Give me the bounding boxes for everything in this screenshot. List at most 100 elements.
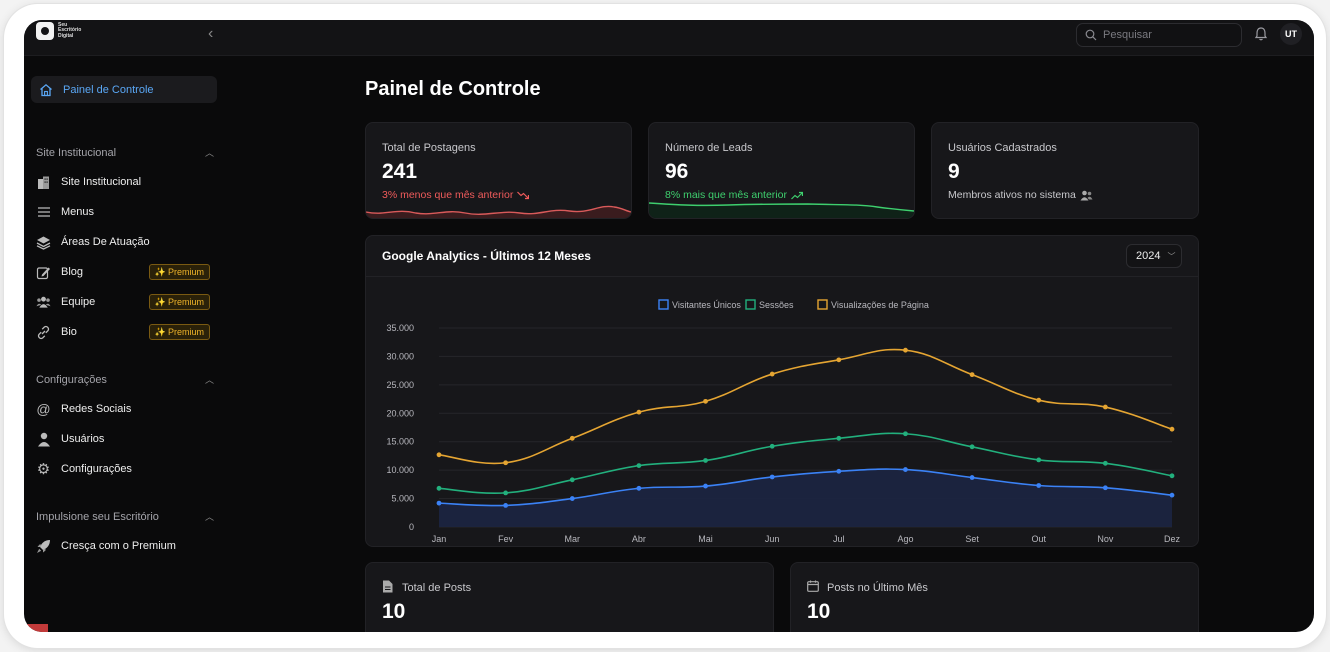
data-point [503,460,509,466]
sidebar-item-site-institucional[interactable]: Site Institucional [36,173,214,191]
x-tick-label: Ago [897,534,913,544]
building-icon [36,175,51,190]
data-point [836,435,842,441]
data-point [703,398,708,404]
divider [366,276,1198,277]
card-posts-ultimo-mes: Posts no Último Mês 10 [790,562,1199,632]
search-icon [1085,29,1097,41]
data-point [503,490,509,496]
data-point [703,458,708,463]
bell-icon[interactable] [1253,26,1269,42]
x-tick-label: Fev [498,534,514,544]
x-tick-label: Abr [632,534,646,544]
data-point [769,443,775,449]
sidebar-item-label: Usuários [61,433,105,445]
x-tick-label: Out [1031,534,1046,544]
section-impulsione[interactable]: Impulsione seu Escritório ︿ [36,510,214,523]
team-icon [36,295,51,310]
stat-value: 241 [382,160,418,183]
data-point [569,477,575,483]
chart-title: Google Analytics - Últimos 12 Meses [382,249,591,263]
data-point [769,371,775,377]
brand-line-3: Digital [58,32,74,39]
brand-logo[interactable]: Seu Escritório Digital [36,22,81,40]
sidebar: Painel de Controle Site Institucional ︿ … [24,56,226,632]
x-tick-label: Mai [698,534,713,544]
sparkle-icon: ✨ [154,266,166,277]
series-line-1 [438,432,1173,495]
sparkline-postagens [366,205,631,218]
x-tick-label: Nov [1097,534,1114,544]
link-icon [36,325,51,340]
data-point [1036,483,1042,488]
section-site-institucional[interactable]: Site Institucional ︿ [36,146,214,159]
data-point [1102,404,1108,410]
rocket-icon [36,539,51,554]
search-input[interactable] [1103,29,1233,41]
sidebar-item-bio[interactable]: Bio ✨ Premium [36,323,214,341]
card-value: 10 [382,600,406,623]
data-point [903,431,908,437]
year-select[interactable]: 2024 ﹀ [1126,244,1182,268]
avatar[interactable]: UT [1280,23,1302,45]
data-point [969,372,975,378]
premium-badge[interactable]: ✨ Premium [148,264,210,280]
y-tick-label: 20.000 [386,408,414,418]
stat-card-postagens: Total de Postagens 241 3% menos que mês … [365,122,632,219]
y-tick-label: 25.000 [386,380,414,390]
sidebar-item-painel-de-controle[interactable]: Painel de Controle [31,76,217,103]
users-icon [1080,190,1093,200]
stat-card-usuarios: Usuários Cadastrados 9 Membros ativos no… [931,122,1199,219]
premium-badge[interactable]: ✨ Premium [148,324,210,340]
chevron-up-icon: ︿ [204,375,214,385]
data-point [636,463,642,468]
stat-trend: Membros ativos no sistema [948,189,1093,201]
sparkline-leads [649,202,914,218]
sidebar-item-menus[interactable]: Menus [36,203,214,221]
sidebar-item-cresca-premium[interactable]: Cresça com o Premium [36,537,214,555]
data-point [436,485,442,491]
data-point [1169,492,1175,498]
sidebar-item-label: Equipe [61,296,96,308]
section-title: Configurações [36,373,107,386]
card-label: Posts no Último Mês [827,582,928,594]
stat-card-leads: Número de Leads 96 8% mais que mês anter… [648,122,915,219]
brand-line-1: Seu [58,21,68,28]
y-tick-label: 15.000 [386,437,414,447]
logo-icon [36,22,54,40]
x-tick-label: Jan [432,534,447,544]
y-tick-label: 30.000 [386,351,414,361]
card-value: 10 [807,600,831,623]
chevron-up-icon: ︿ [204,512,214,522]
sidebar-item-areas-de-atuacao[interactable]: Áreas De Atuação [36,233,214,251]
file-icon [383,580,393,593]
sidebar-item-equipe[interactable]: Equipe ✨ Premium [36,293,214,311]
premium-badge[interactable]: ✨ Premium [148,294,210,310]
sidebar-item-configuracoes[interactable]: ⚙ Configurações [36,460,214,478]
home-icon [40,83,52,96]
data-point [436,500,442,506]
card-label: Total de Posts [402,582,472,594]
brand-line-2: Escritório [58,27,82,34]
series-line-2 [438,348,1173,465]
sidebar-item-blog[interactable]: Blog ✨ Premium [36,263,214,281]
corner-indicator [24,624,48,632]
search-box[interactable] [1076,23,1242,47]
x-tick-label: Dez [1164,534,1181,544]
x-tick-label: Jul [833,534,845,544]
sidebar-item-redes-sociais[interactable]: @ Redes Sociais [36,400,214,418]
stat-trend: 3% menos que mês anterior [382,189,530,201]
data-point [569,496,575,501]
legend-label: Sessões [759,300,794,310]
menu-icon [36,205,51,220]
section-configuracoes[interactable]: Configurações ︿ [36,373,214,386]
sidebar-item-usuarios[interactable]: Usuários [36,430,214,448]
analytics-card: Google Analytics - Últimos 12 Meses 2024… [365,235,1199,547]
layers-icon [36,235,51,250]
card-total-posts: Total de Posts 10 [365,562,774,632]
data-point [836,357,842,363]
sidebar-item-label: Blog [61,266,84,278]
chevron-left-icon[interactable]: ‹ [208,25,214,42]
data-point [436,452,442,458]
stat-label: Usuários Cadastrados [948,142,1057,154]
